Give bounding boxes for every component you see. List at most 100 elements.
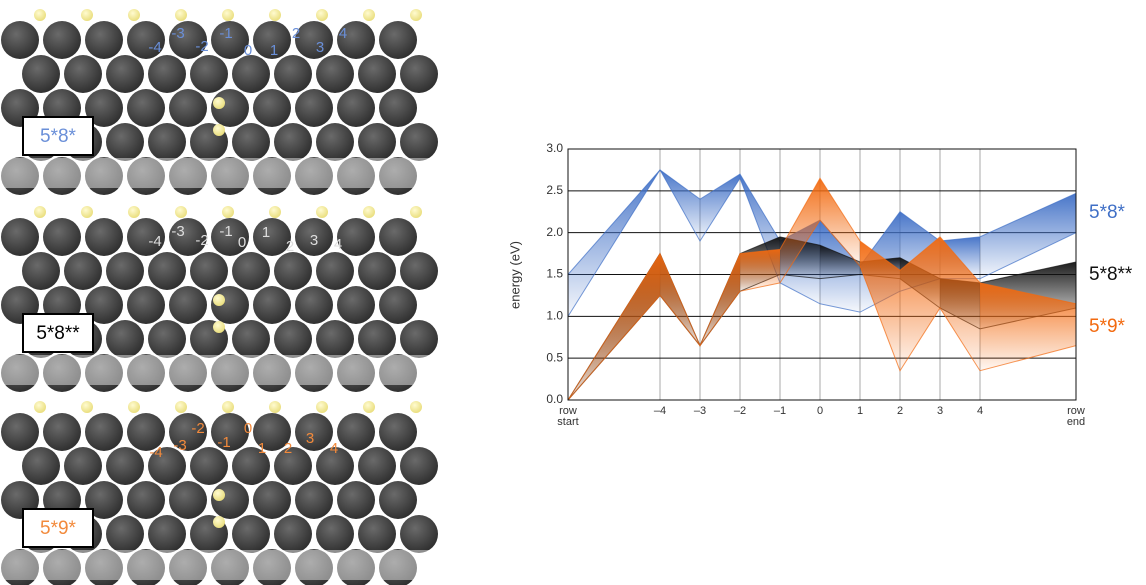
carbon-atom	[337, 481, 375, 519]
carbon-atom	[43, 21, 81, 59]
carbon-atom	[85, 413, 123, 451]
page: {"chart_data": {"type": "band", "y_label…	[0, 0, 1146, 585]
structure-panel: -4-3-2-1012345*8*	[0, 9, 440, 195]
carbon-atom	[295, 21, 333, 59]
hydrogen-atom	[175, 401, 187, 413]
carbon-atom	[127, 481, 165, 519]
carbon-atom	[400, 447, 438, 485]
carbon-atom	[43, 218, 81, 256]
carbon-atom	[106, 123, 144, 161]
site-label: 4	[334, 236, 342, 253]
carbon-atom	[64, 447, 102, 485]
carbon-atom	[190, 55, 228, 93]
carbon-atom	[316, 515, 354, 553]
site-label: 2	[284, 440, 292, 457]
carbon-atom	[169, 89, 207, 127]
hydrogen-atom	[175, 9, 187, 21]
carbon-atom	[1, 413, 39, 451]
x-tick-label: row start	[551, 406, 585, 428]
hydrogen-atom	[213, 321, 225, 333]
carbon-atom	[274, 55, 312, 93]
carbon-atom	[274, 515, 312, 553]
carbon-atom	[274, 252, 312, 290]
y-axis-label: energy (eV)	[507, 241, 522, 309]
hydrogen-atom	[213, 489, 225, 501]
fade	[0, 550, 440, 580]
carbon-atom	[232, 123, 270, 161]
x-tick-label: 0	[803, 406, 837, 417]
site-label: -1	[219, 25, 232, 42]
x-tick-label: 2	[883, 406, 917, 417]
carbon-atom	[22, 447, 60, 485]
site-label: 3	[310, 232, 318, 249]
carbon-atom	[127, 89, 165, 127]
site-label: 3	[306, 430, 314, 447]
site-label: 1	[258, 440, 266, 457]
y-tick-label: 2.0	[546, 225, 563, 239]
hydrogen-atom	[269, 206, 281, 218]
panel-label: 5*9*	[40, 518, 77, 539]
panel-label: 5*8*	[40, 126, 77, 147]
carbon-atom	[316, 320, 354, 358]
hydrogen-atom	[81, 9, 93, 21]
carbon-atom	[169, 286, 207, 324]
carbon-atom	[358, 320, 396, 358]
carbon-atom	[400, 55, 438, 93]
site-label: 0	[244, 420, 252, 437]
carbon-atom	[232, 252, 270, 290]
carbon-atom	[22, 252, 60, 290]
hydrogen-atom	[128, 9, 140, 21]
hydrogen-atom	[128, 401, 140, 413]
site-label: -4	[148, 39, 161, 56]
y-tick-label: 1.5	[546, 267, 563, 281]
carbon-atom	[106, 252, 144, 290]
carbon-atom	[232, 55, 270, 93]
hydrogen-atom	[34, 206, 46, 218]
carbon-atom	[148, 55, 186, 93]
carbon-atom	[400, 515, 438, 553]
hydrogen-atom	[222, 9, 234, 21]
carbon-atom	[295, 481, 333, 519]
figure: energy (eV) -4-3-2-1012345*8*-4-3-2-1012…	[0, 0, 1146, 585]
hydrogen-atom	[128, 206, 140, 218]
x-tick-label: 3	[923, 406, 957, 417]
carbon-atom	[400, 252, 438, 290]
legend-entry: 5*8*	[1089, 202, 1126, 223]
carbon-atom	[358, 252, 396, 290]
x-tick-label: –4	[643, 406, 677, 417]
x-tick-label: 4	[963, 406, 997, 417]
hydrogen-atom	[81, 401, 93, 413]
carbon-atom	[64, 252, 102, 290]
site-label: -4	[149, 444, 162, 461]
fade	[0, 355, 440, 385]
carbon-atom	[316, 55, 354, 93]
carbon-atom	[253, 89, 291, 127]
hydrogen-atom	[316, 9, 328, 21]
hydrogen-atom	[213, 97, 225, 109]
carbon-atom	[379, 286, 417, 324]
fade	[0, 158, 440, 188]
carbon-atom	[148, 515, 186, 553]
site-label: 1	[270, 42, 278, 59]
hydrogen-atom	[175, 206, 187, 218]
carbon-atom	[274, 320, 312, 358]
carbon-atom	[190, 252, 228, 290]
carbon-atom	[337, 413, 375, 451]
x-tick-label: 1	[843, 406, 877, 417]
carbon-atom	[274, 447, 312, 485]
carbon-atom	[1, 21, 39, 59]
x-tick-label: row end	[1059, 406, 1093, 428]
y-tick-label: 2.5	[546, 183, 563, 197]
carbon-atom	[253, 286, 291, 324]
carbon-atom	[379, 218, 417, 256]
carbon-atom	[358, 55, 396, 93]
carbon-atom	[379, 481, 417, 519]
site-label: -3	[171, 223, 184, 240]
carbon-atom	[1, 218, 39, 256]
hydrogen-atom	[316, 206, 328, 218]
carbon-atom	[274, 123, 312, 161]
hydrogen-atom	[363, 206, 375, 218]
carbon-atom	[316, 252, 354, 290]
carbon-atom	[295, 286, 333, 324]
carbon-atom	[106, 55, 144, 93]
